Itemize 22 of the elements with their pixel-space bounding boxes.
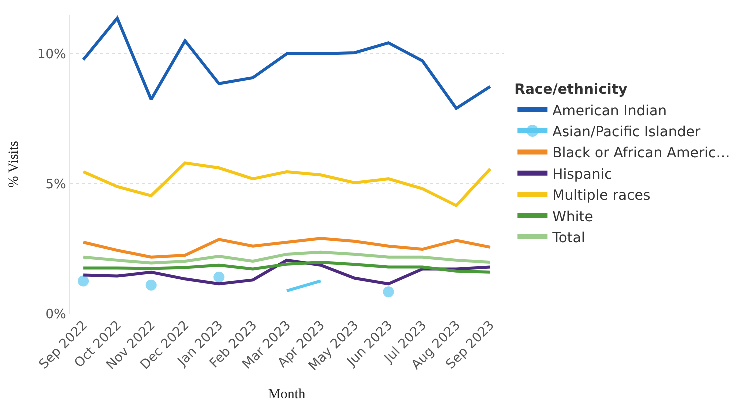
legend-label: American Indian xyxy=(552,103,667,120)
line-series xyxy=(82,237,492,259)
legend-label: Hispanic xyxy=(552,166,612,183)
legend-title: Race/ethnicity xyxy=(514,82,628,98)
point xyxy=(383,286,394,298)
legend-label: Total xyxy=(552,230,586,246)
legend-label: White xyxy=(552,209,594,226)
y-axis-title: % Visits xyxy=(7,141,22,188)
y-tick-label: 5% xyxy=(46,178,66,193)
point xyxy=(78,276,90,287)
point xyxy=(214,272,225,283)
line-series xyxy=(82,162,492,208)
legend-label: Black or African Americ… xyxy=(552,146,730,162)
line-series xyxy=(82,16,492,110)
y-tick-label: 0% xyxy=(46,308,66,323)
y-tick-label: 10% xyxy=(37,48,66,63)
point xyxy=(146,280,157,291)
legend-label: Asian/Pacific Islander xyxy=(552,124,701,140)
x-axis-title: Month xyxy=(268,388,306,403)
line-series xyxy=(82,250,492,265)
line-series xyxy=(82,261,492,274)
legend-label: Multiple races xyxy=(552,188,651,204)
